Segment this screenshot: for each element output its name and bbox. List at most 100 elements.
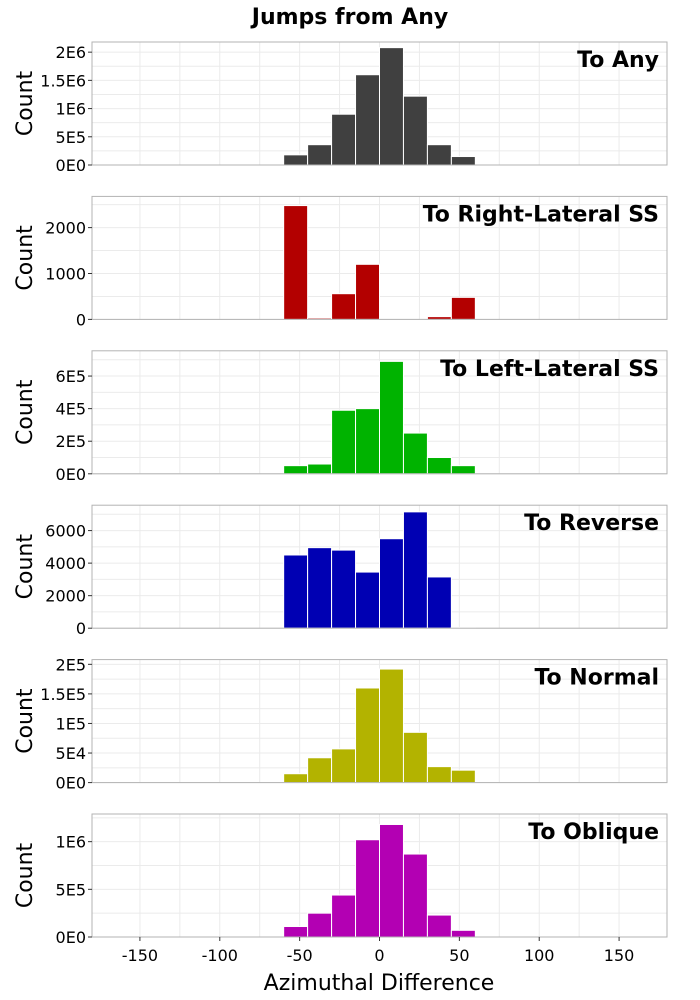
y-tick-label: 4000 — [45, 554, 86, 573]
y-tick-label: 5E5 — [56, 128, 86, 147]
y-tick-label: 1.5E5 — [40, 685, 86, 704]
histogram-bar — [450, 296, 476, 320]
y-tick-label: 2000 — [45, 587, 86, 606]
y-axis-label: Count — [13, 379, 38, 445]
histogram-bar — [355, 839, 380, 938]
histogram-bar — [307, 144, 333, 166]
y-axis-label: Count — [13, 842, 38, 908]
histogram-bar — [307, 547, 333, 629]
y-tick-label: 0 — [76, 619, 86, 638]
panel-title: To Oblique — [528, 820, 659, 845]
panel-title: To Any — [577, 48, 659, 73]
histogram-bar — [379, 538, 404, 629]
y-tick-label: 5E5 — [56, 880, 86, 899]
y-tick-label: 2E6 — [56, 43, 86, 62]
histogram-bar — [402, 731, 428, 784]
histogram-bar — [379, 47, 404, 166]
y-tick-label: 4E5 — [56, 400, 86, 419]
y-tick-label: 0E0 — [56, 928, 86, 947]
panel-title: To Reverse — [524, 511, 659, 536]
panel-1: 0E0 5E5 1E6 1.5E6 2E6 Count To Any — [13, 41, 668, 175]
histogram-bar — [283, 154, 309, 166]
y-tick-label: 1.5E6 — [40, 71, 86, 90]
x-tick-label: 50 — [449, 946, 469, 965]
y-tick-label: 1E5 — [56, 714, 86, 733]
x-tick-label: -100 — [202, 946, 238, 965]
histogram-bar — [307, 912, 333, 938]
y-axis-label: Count — [13, 534, 38, 600]
histogram-bar — [426, 576, 452, 629]
panel-2: 0 1000 2000 Count To Right-Lateral SS — [13, 195, 668, 329]
histogram-bar — [450, 769, 476, 784]
panel-frame — [91, 504, 668, 629]
histogram-bar — [331, 894, 357, 938]
histogram-bar — [402, 511, 428, 629]
x-tick-label: 0 — [374, 946, 384, 965]
y-tick-label: 5E4 — [56, 744, 86, 763]
histogram-bar — [402, 853, 428, 938]
panel-4: 0 2000 4000 6000 Count To Reverse — [13, 504, 668, 638]
figure-title: Jumps from Any — [250, 5, 448, 30]
y-tick-label: 2000 — [45, 219, 86, 238]
y-tick-label: 0E0 — [56, 774, 86, 793]
y-tick-label: 0E0 — [56, 465, 86, 484]
x-axis-label: Azimuthal Difference — [264, 971, 495, 996]
y-axis-label: Count — [13, 688, 38, 754]
panel-title: To Right-Lateral SS — [423, 202, 659, 227]
y-tick-label: 0 — [76, 310, 86, 329]
histogram-bar — [331, 293, 357, 320]
histogram-bar — [450, 929, 476, 938]
y-tick-label: 0E0 — [56, 156, 86, 175]
histogram-bar — [426, 914, 452, 938]
histogram-bar — [355, 408, 380, 475]
histogram-bar — [426, 457, 452, 475]
panel-frame — [91, 195, 668, 320]
panel-title: To Normal — [534, 666, 659, 691]
histogram-bar — [283, 773, 309, 784]
histogram-bar — [355, 263, 380, 320]
histogram-bar — [331, 113, 357, 166]
histogram-bar — [379, 360, 404, 475]
panel-title: To Left-Lateral SS — [440, 357, 659, 382]
histogram-bar — [283, 926, 309, 938]
histogram-bar — [426, 144, 452, 166]
histogram-bar — [331, 748, 357, 784]
panel-5: 0E0 5E4 1E5 1.5E5 2E5 Count To Normal — [13, 655, 668, 793]
histogram-bar — [402, 432, 428, 475]
histogram-bar — [331, 549, 357, 629]
x-tick-label: -50 — [287, 946, 313, 965]
y-tick-label: 6000 — [45, 522, 86, 541]
histogram-bar — [450, 465, 476, 475]
histogram-bar — [355, 571, 380, 629]
y-tick-label: 2E5 — [56, 432, 86, 451]
panel-frame — [91, 41, 668, 166]
histogram-bar — [307, 757, 333, 784]
panel-frame — [91, 659, 668, 784]
histogram-bar — [402, 95, 428, 166]
histogram-bar — [331, 409, 357, 475]
histogram-bar — [355, 74, 380, 166]
histogram-bar — [283, 205, 309, 320]
histogram-bar — [355, 687, 380, 784]
histogram-bar — [307, 463, 333, 475]
histogram-bar — [450, 156, 476, 166]
panel-frame — [91, 350, 668, 475]
histogram-bar — [426, 766, 452, 784]
y-tick-label: 1000 — [45, 265, 86, 284]
y-tick-label: 1E6 — [56, 833, 86, 852]
y-tick-label: 1E6 — [56, 100, 86, 119]
histogram-bar — [379, 668, 404, 784]
histogram-bar — [283, 554, 309, 629]
y-tick-label: 6E5 — [56, 367, 86, 386]
panel-3: 0E0 2E5 4E5 6E5 Count To Left-Lateral SS — [13, 350, 668, 484]
panel-6: 0E0 5E5 1E6 Count To Oblique -150 -100 -50 0 50 10… — [13, 813, 668, 965]
y-tick-label: 2E5 — [56, 655, 86, 674]
y-axis-label: Count — [13, 225, 38, 291]
x-tick-label: 100 — [524, 946, 555, 965]
histogram-bar — [379, 823, 404, 938]
x-tick-label: -150 — [122, 946, 158, 965]
histogram-bar — [283, 465, 309, 475]
x-tick-label: 150 — [604, 946, 635, 965]
